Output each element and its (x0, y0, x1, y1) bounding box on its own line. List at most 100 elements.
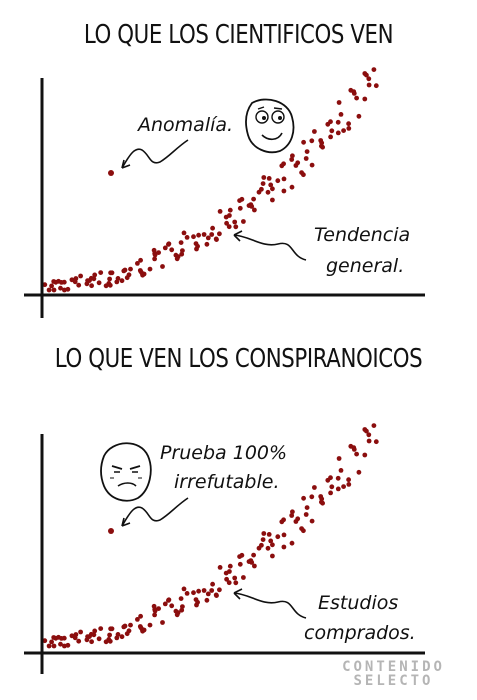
trend-dot (98, 626, 104, 631)
trend-dot (281, 188, 287, 194)
trend-dot (162, 245, 168, 251)
trend-dot (152, 612, 158, 618)
trend-dot (251, 552, 256, 558)
trend-dot (351, 91, 357, 96)
trend-dot (354, 95, 359, 101)
trend-dot (178, 596, 184, 601)
trend-dot (87, 278, 92, 283)
trend-dot (160, 264, 165, 269)
top-anomaly-arrow (121, 139, 189, 169)
trend-dot (147, 266, 153, 272)
trend-dot (312, 129, 317, 134)
trend-dot (166, 597, 172, 603)
trend-dot (366, 82, 372, 88)
trend-dot (174, 256, 180, 262)
trend-dot (281, 176, 287, 182)
trend-dot (87, 634, 92, 639)
trend-dot (320, 500, 325, 506)
trend-dot (265, 189, 271, 195)
trend-dot (303, 512, 309, 517)
trend-dot (251, 196, 256, 202)
trend-dot (51, 643, 57, 649)
trend-dot (335, 119, 341, 125)
trend-dot (181, 230, 187, 236)
trend-dot (336, 100, 342, 105)
trend-dot (366, 438, 372, 444)
trend-dot (341, 128, 346, 134)
trend-dot (266, 176, 272, 181)
trend-dot (290, 153, 295, 159)
trend-dot (109, 270, 115, 276)
trend-dot (328, 134, 333, 140)
top-trend-dots (42, 67, 379, 293)
trend-dot (232, 219, 238, 225)
top-anomaly-dot (108, 170, 114, 176)
trend-dot (226, 580, 232, 586)
trend-dot (138, 257, 144, 263)
top-trend-arrow (233, 234, 307, 261)
trend-dot (346, 482, 352, 487)
trend-dot (65, 286, 71, 292)
trend-dot (173, 608, 179, 614)
trend-dot (92, 628, 98, 634)
watermark-line1: CONTENIDO (342, 659, 445, 675)
watermark: CONTENIDO SELECTO (316, 660, 471, 688)
trend-dot (237, 205, 243, 211)
trend-dot (301, 495, 306, 501)
trend-dot (126, 628, 132, 634)
trend-dot (201, 232, 207, 237)
trend-dot (141, 271, 147, 277)
trend-dot (224, 576, 230, 582)
trend-dot (364, 428, 369, 434)
trend-dot (217, 587, 222, 593)
trend-dot (173, 252, 179, 258)
trend-dot (346, 121, 351, 127)
trend-dot (107, 276, 112, 282)
trend-dot (309, 138, 315, 144)
trend-dot (209, 232, 215, 237)
trend-dot (98, 270, 104, 275)
trend-dot (184, 235, 190, 240)
trend-dot (61, 279, 67, 285)
trend-dot (338, 468, 344, 473)
trend-dot (224, 220, 230, 226)
trend-dot (210, 581, 216, 587)
trend-dot (169, 247, 175, 253)
top-scatter-plot (24, 67, 425, 318)
trend-dot (241, 219, 246, 224)
trend-dot (96, 636, 102, 642)
trend-dot (96, 280, 102, 286)
trend-dot (89, 283, 94, 289)
trend-dot (341, 484, 346, 489)
trend-dot (58, 285, 63, 291)
bottom-panel-title: LO QUE VEN LOS CONSPIRANOICOS (54, 344, 423, 374)
suspicious-face-icon (100, 442, 152, 502)
trend-dot (233, 224, 239, 230)
trend-dot (151, 603, 157, 609)
trend-dot (180, 248, 185, 254)
trend-dot (266, 532, 272, 537)
trend-dot (73, 632, 79, 637)
trend-dot (312, 485, 317, 490)
trend-dot (121, 268, 127, 274)
trend-dot (259, 186, 264, 192)
trend-dot (181, 586, 187, 592)
trend-dot (109, 626, 115, 632)
trend-dot (138, 613, 144, 619)
trend-dot (335, 130, 341, 136)
trend-dot (281, 532, 287, 538)
trend-dot (42, 282, 48, 288)
trend-dot (270, 553, 275, 559)
trend-dot (252, 563, 257, 569)
trend-dot (128, 266, 133, 272)
trend-dot (304, 149, 310, 155)
trend-dot (227, 563, 233, 569)
proof-label-line2: irrefutable. (174, 471, 280, 493)
trend-dot (366, 76, 372, 82)
trend-dot (42, 638, 48, 644)
trend-dot (299, 170, 304, 176)
studies-label-line2: comprados. (304, 622, 416, 644)
trend-dot (293, 519, 299, 524)
trend-dot (135, 261, 140, 266)
trend-dot (320, 144, 325, 150)
